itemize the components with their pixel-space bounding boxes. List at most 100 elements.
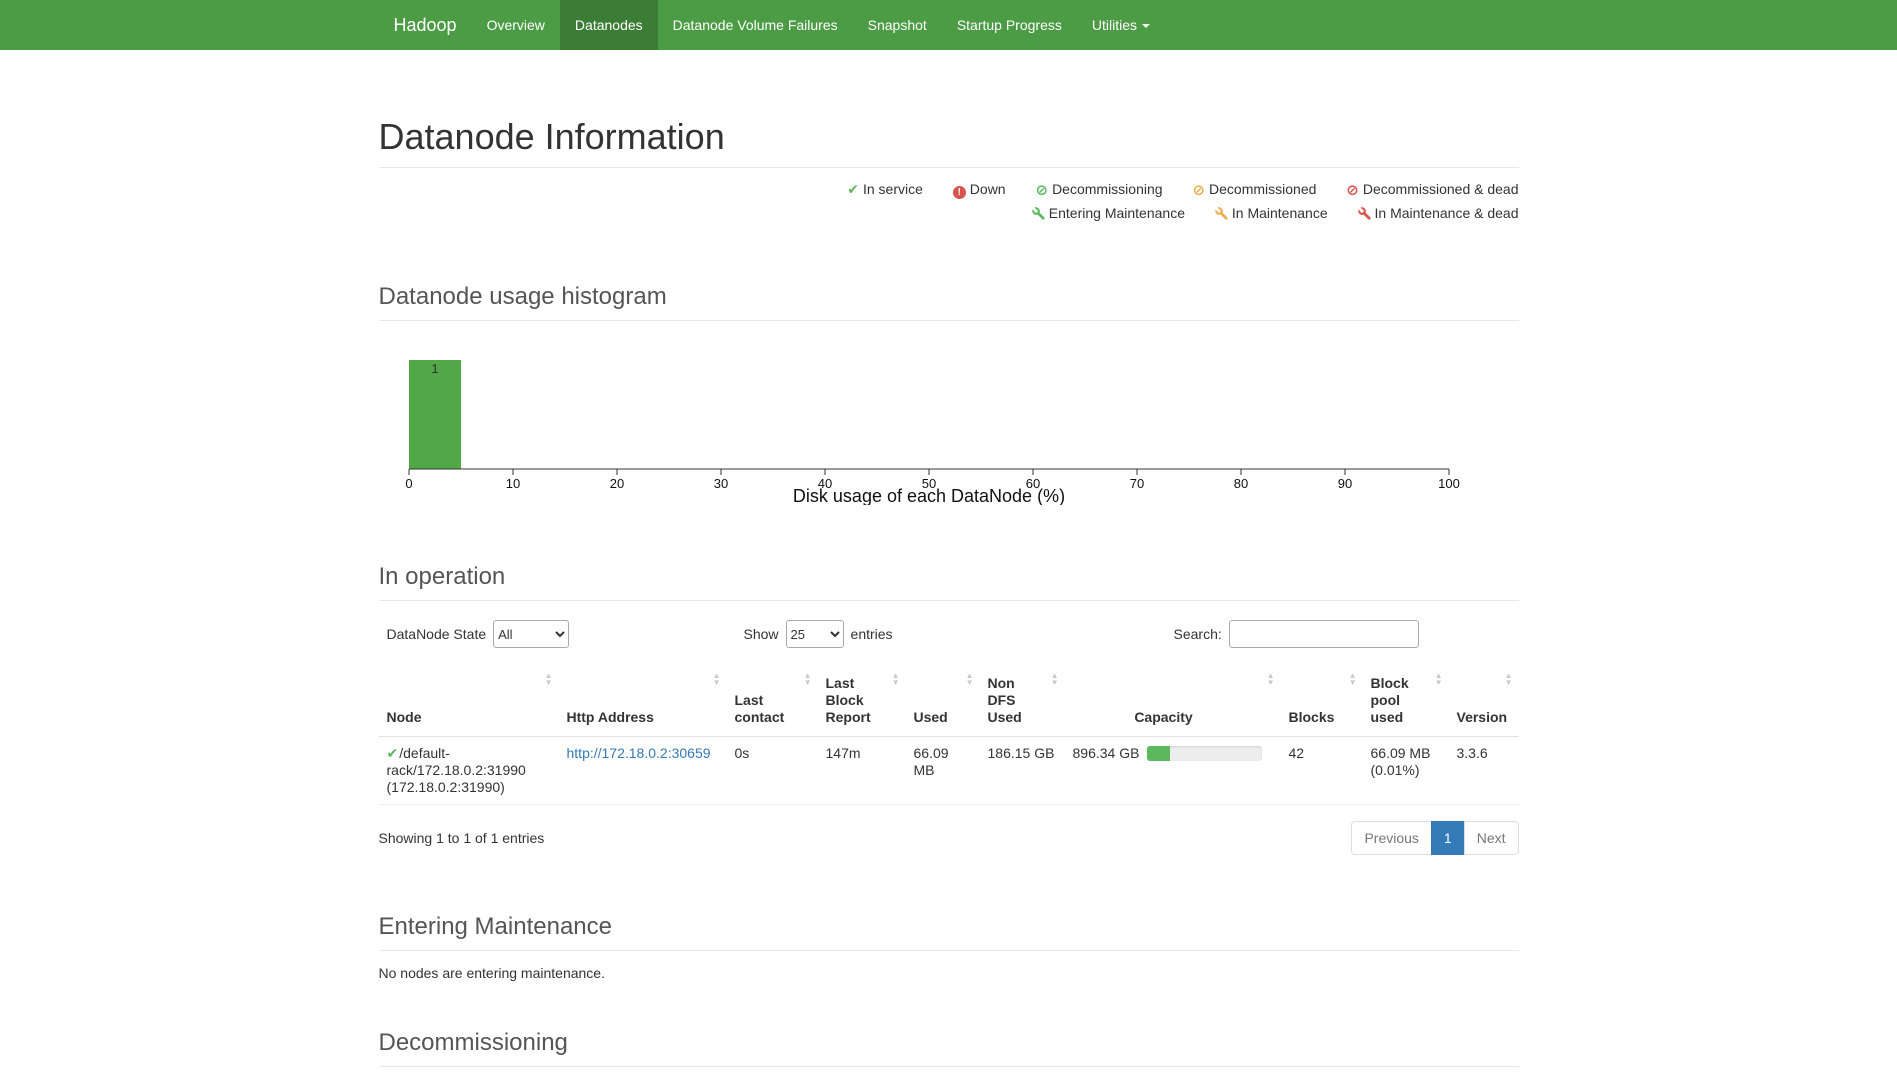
http-address-link[interactable]: http://172.18.0.2:30659 [566, 745, 711, 761]
nav-item-overview[interactable]: Overview [486, 17, 545, 33]
cell-node: ✔/default-rack/172.18.0.2:31990 (172.18.… [378, 736, 559, 805]
pagination-next[interactable]: Next [1463, 821, 1519, 855]
sort-icon[interactable]: ▲ ▼ [1348, 671, 1357, 687]
legend-decommissioned-dead: ⊘ Decommissioned & dead [1346, 181, 1519, 199]
table-summary: Showing 1 to 1 of 1 entries [378, 830, 545, 846]
nav-item-datanodes[interactable]: Datanodes [559, 0, 658, 50]
sort-icon[interactable]: ▲ ▼ [1266, 671, 1275, 687]
svg-text:Disk usage of each DataNode (%: Disk usage of each DataNode (%) [792, 486, 1064, 505]
wrench-icon [1214, 205, 1228, 221]
pagination-page-1[interactable]: 1 [1430, 821, 1465, 855]
search-control: Search: [1174, 617, 1419, 651]
svg-text:1: 1 [431, 361, 438, 376]
in-operation-section-header: In operation [378, 563, 1519, 601]
datanode-state-label: DataNode State [386, 626, 487, 642]
svg-text:0: 0 [405, 476, 412, 491]
show-entries-control: Show 25 entries [744, 617, 893, 651]
col-header-last-contact[interactable]: ▲ ▼ Last contact [726, 667, 818, 737]
sort-icon[interactable]: ▲ ▼ [1434, 671, 1443, 687]
cell-capacity: 896.34 GB [1064, 736, 1281, 805]
cell-http-address: http://172.18.0.2:30659 [558, 736, 727, 805]
table-row: ✔/default-rack/172.18.0.2:31990 (172.18.… [378, 736, 1519, 805]
node-state-legend: ✔ In service ! Down ⊘ Decommissioning ⊘ Deco… [379, 178, 1519, 225]
wrench-icon [1031, 205, 1045, 221]
sort-icon[interactable]: ▲ ▼ [1504, 671, 1513, 687]
svg-text:50: 50 [921, 476, 935, 491]
table-header-row: ▲ ▼ Node ▲ ▼ Http Address ▲ ▼ Last contact ▲ ▼ L… [378, 667, 1519, 737]
decommissioning-section-header: Decommissioning [378, 1029, 1519, 1067]
cell-last-contact: 0s [726, 736, 818, 805]
legend-decommissioning: ⊘ Decommissioning [1035, 181, 1163, 199]
col-header-blocks[interactable]: ▲ ▼ Blocks [1280, 667, 1363, 737]
col-header-non-dfs-used[interactable]: ▲ ▼ Non DFS Used [979, 667, 1065, 737]
cell-version: 3.3.6 [1448, 736, 1519, 805]
cell-used: 66.09 MB [905, 736, 980, 805]
sort-icon[interactable]: ▲ ▼ [1050, 671, 1059, 687]
svg-text:90: 90 [1337, 476, 1351, 491]
cell-blocks: 42 [1280, 736, 1363, 805]
col-header-node[interactable]: ▲ ▼ Node [378, 667, 559, 737]
histogram-section-title: Datanode usage histogram [378, 283, 667, 310]
pagination-previous[interactable]: Previous [1351, 821, 1432, 855]
svg-text:60: 60 [1025, 476, 1039, 491]
navbar-menu: Overview Datanodes Datanode Volume Failu… [472, 0, 1165, 50]
col-header-version[interactable]: ▲ ▼ Version [1448, 667, 1519, 737]
search-input[interactable] [1228, 620, 1419, 648]
page-title: Datanode Information [378, 116, 725, 157]
sort-icon[interactable]: ▲ ▼ [544, 671, 553, 687]
svg-text:80: 80 [1233, 476, 1247, 491]
datanode-state-select[interactable]: All [493, 620, 570, 648]
legend-down: ! Down [952, 181, 1010, 199]
svg-text:30: 30 [713, 476, 727, 491]
svg-text:10: 10 [505, 476, 519, 491]
ban-circle-icon: ⊘ [1035, 182, 1049, 199]
sort-icon[interactable]: ▲ ▼ [803, 671, 812, 687]
check-icon: ✔ [847, 181, 859, 197]
ban-circle-icon: ⊘ [1192, 182, 1206, 199]
entering-maintenance-empty-text: No nodes are entering maintenance. [378, 965, 605, 981]
histogram-section-header: Datanode usage histogram [378, 283, 1519, 321]
col-header-capacity[interactable]: ▲ ▼ Capacity [1064, 667, 1281, 737]
decommissioning-section-title: Decommissioning [378, 1029, 568, 1056]
exclamation-circle-icon: ! [952, 186, 966, 199]
svg-text:40: 40 [817, 476, 831, 491]
sort-icon[interactable]: ▲ ▼ [891, 671, 900, 687]
cell-non-dfs-used: 186.15 GB [979, 736, 1065, 805]
col-header-http-address[interactable]: ▲ ▼ Http Address [558, 667, 727, 737]
top-navbar: Hadoop Overview Datanodes Datanode Volum… [0, 0, 1897, 50]
legend-decommissioned: ⊘ Decommissioned [1192, 181, 1317, 199]
check-icon: ✔ [386, 745, 399, 761]
legend-in-service: ✔ In service [847, 181, 923, 197]
legend-entering-maintenance: Entering Maintenance [1031, 205, 1189, 221]
nav-item-startup-progress[interactable]: Startup Progress [956, 17, 1062, 33]
col-header-block-pool-used[interactable]: ▲ ▼ Block pool used [1362, 667, 1449, 737]
nav-item-datanode-volume-failures[interactable]: Datanode Volume Failures [672, 17, 838, 33]
wrench-icon [1357, 205, 1371, 221]
entering-maintenance-section-header: Entering Maintenance [378, 913, 1519, 951]
col-header-last-block-report[interactable]: ▲ ▼ Last Block Report [817, 667, 906, 737]
caret-down-icon [1142, 24, 1150, 29]
sort-icon[interactable]: ▲ ▼ [712, 671, 721, 687]
cell-block-pool-used: 66.09 MB (0.01%) [1362, 736, 1449, 805]
legend-in-maintenance: In Maintenance [1214, 205, 1332, 221]
entries-label: entries [850, 626, 893, 642]
ban-circle-icon: ⊘ [1346, 182, 1359, 199]
svg-text:100: 100 [1438, 476, 1460, 491]
entering-maintenance-section-title: Entering Maintenance [378, 913, 612, 940]
legend-in-maintenance-dead: In Maintenance & dead [1357, 205, 1519, 221]
cell-last-block-report: 147m [817, 736, 906, 805]
search-label: Search: [1173, 626, 1222, 642]
page-header: Datanode Information [378, 116, 1519, 168]
col-header-used[interactable]: ▲ ▼ Used [905, 667, 980, 737]
capacity-progress-bar [1147, 746, 1263, 761]
nav-item-snapshot[interactable]: Snapshot [867, 17, 927, 33]
main-content: Datanode Information ✔ In service ! Down ⊘… [364, 50, 1534, 1067]
nav-item-utilities[interactable]: Utilities [1077, 0, 1165, 50]
show-entries-select[interactable]: 25 [785, 620, 844, 648]
brand-hadoop[interactable]: Hadoop [393, 15, 457, 35]
datanodes-table: ▲ ▼ Node ▲ ▼ Http Address ▲ ▼ Last contact ▲ ▼ L… [378, 667, 1519, 805]
svg-text:20: 20 [609, 476, 623, 491]
capacity-bar-fill [1147, 746, 1171, 761]
sort-icon[interactable]: ▲ ▼ [965, 671, 974, 687]
